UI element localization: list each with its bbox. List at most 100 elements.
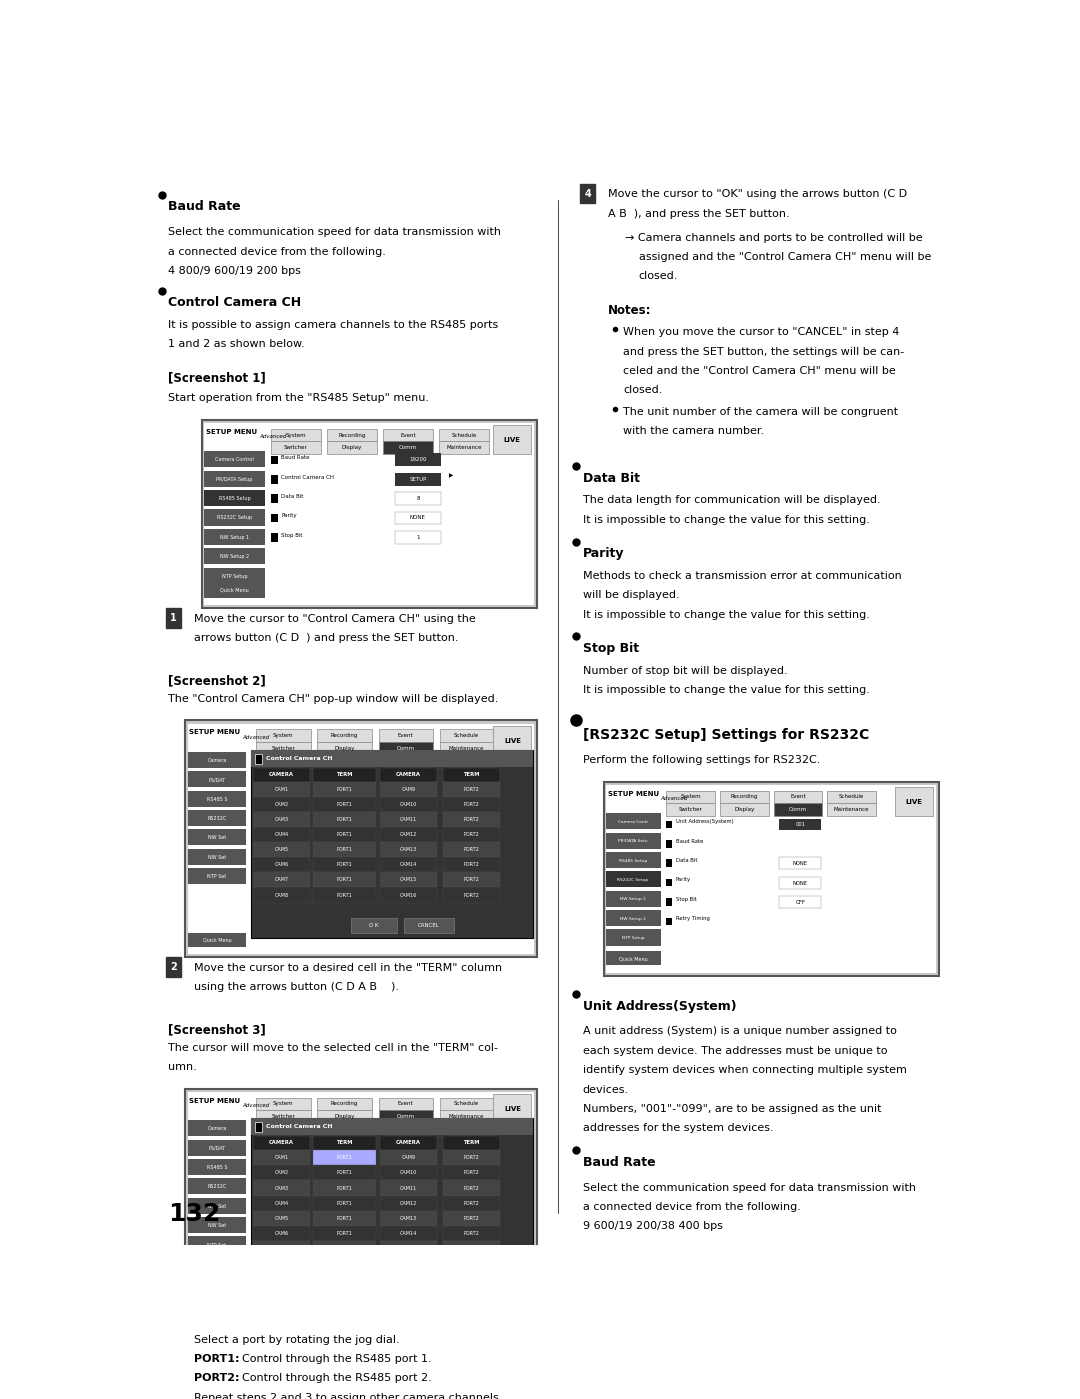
Text: NTP Setup: NTP Setup <box>622 936 645 940</box>
FancyBboxPatch shape <box>494 1094 531 1123</box>
Text: CAM12: CAM12 <box>400 832 417 837</box>
FancyBboxPatch shape <box>188 1237 246 1252</box>
FancyBboxPatch shape <box>780 858 822 869</box>
FancyBboxPatch shape <box>773 803 822 817</box>
Text: Baud Rate: Baud Rate <box>282 455 310 460</box>
Text: Select a port by rotating the jog dial.: Select a port by rotating the jog dial. <box>193 1335 400 1344</box>
FancyBboxPatch shape <box>404 918 454 933</box>
FancyBboxPatch shape <box>253 782 310 797</box>
Text: Schedule: Schedule <box>454 733 480 739</box>
FancyBboxPatch shape <box>255 1122 262 1132</box>
FancyBboxPatch shape <box>271 428 321 442</box>
FancyBboxPatch shape <box>443 858 500 873</box>
FancyBboxPatch shape <box>380 887 437 902</box>
FancyBboxPatch shape <box>440 1098 494 1111</box>
Text: a connected device from the following.: a connected device from the following. <box>168 246 387 256</box>
FancyBboxPatch shape <box>443 1241 500 1256</box>
FancyBboxPatch shape <box>313 1241 376 1256</box>
Text: umn.: umn. <box>168 1062 198 1072</box>
Text: closed.: closed. <box>623 386 662 396</box>
Text: CAM15: CAM15 <box>400 877 417 883</box>
Text: devices.: devices. <box>583 1084 629 1094</box>
Text: Comm: Comm <box>788 807 807 813</box>
FancyBboxPatch shape <box>380 1226 437 1241</box>
FancyBboxPatch shape <box>253 768 310 782</box>
FancyBboxPatch shape <box>313 768 376 782</box>
FancyBboxPatch shape <box>256 1111 311 1123</box>
Text: CAM1: CAM1 <box>274 1156 288 1160</box>
FancyBboxPatch shape <box>313 1256 376 1270</box>
FancyBboxPatch shape <box>440 741 494 755</box>
Text: Schedule: Schedule <box>454 1101 480 1107</box>
Text: CANCEL: CANCEL <box>418 1291 440 1295</box>
Text: LIVE: LIVE <box>504 737 521 744</box>
Text: Maintenance: Maintenance <box>448 1115 484 1119</box>
Text: PORT2: PORT2 <box>463 802 480 807</box>
Text: Event: Event <box>397 1101 414 1107</box>
Text: CAM10: CAM10 <box>400 1171 417 1175</box>
FancyBboxPatch shape <box>326 428 377 442</box>
FancyBboxPatch shape <box>780 877 822 888</box>
FancyBboxPatch shape <box>443 811 500 827</box>
Text: The cursor will move to the selected cell in the "TERM" col-: The cursor will move to the selected cel… <box>168 1042 499 1052</box>
FancyBboxPatch shape <box>440 1111 494 1123</box>
Text: 132: 132 <box>168 1202 220 1226</box>
FancyBboxPatch shape <box>318 741 372 755</box>
Text: [RS232C Setup] Settings for RS232C: [RS232C Setup] Settings for RS232C <box>583 727 869 741</box>
FancyBboxPatch shape <box>666 898 673 905</box>
Text: PORT1: PORT1 <box>337 1216 352 1221</box>
Text: TERM: TERM <box>336 1140 353 1146</box>
FancyBboxPatch shape <box>604 782 939 977</box>
FancyBboxPatch shape <box>380 1256 437 1270</box>
Text: Display: Display <box>734 807 755 813</box>
Text: System: System <box>273 1101 294 1107</box>
FancyBboxPatch shape <box>166 609 181 628</box>
Text: RS485 S: RS485 S <box>206 1165 227 1170</box>
Text: The data length for communication will be displayed.: The data length for communication will b… <box>583 495 880 505</box>
Text: Control Camera CH: Control Camera CH <box>282 474 335 480</box>
Text: Switcher: Switcher <box>271 746 295 751</box>
Text: PR/DATA Setu: PR/DATA Setu <box>618 839 648 844</box>
Text: Data Bit: Data Bit <box>282 494 303 499</box>
Text: It is impossible to change the value for this setting.: It is impossible to change the value for… <box>583 515 869 525</box>
Text: Schedule: Schedule <box>839 795 864 799</box>
FancyBboxPatch shape <box>188 1121 246 1136</box>
Text: 001: 001 <box>795 823 806 827</box>
FancyBboxPatch shape <box>318 1111 372 1123</box>
FancyBboxPatch shape <box>443 1136 500 1150</box>
FancyBboxPatch shape <box>380 782 437 797</box>
Text: Recording: Recording <box>330 1101 357 1107</box>
FancyBboxPatch shape <box>253 1241 310 1256</box>
FancyBboxPatch shape <box>204 509 265 526</box>
Text: The "Control Camera CH" pop-up window will be displayed.: The "Control Camera CH" pop-up window wi… <box>168 694 499 704</box>
FancyBboxPatch shape <box>188 1198 246 1214</box>
Text: Baud Rate: Baud Rate <box>168 200 241 213</box>
Text: PORT1: PORT1 <box>337 862 352 867</box>
FancyBboxPatch shape <box>380 1165 437 1181</box>
Text: identify system devices when connecting multiple system: identify system devices when connecting … <box>583 1065 907 1076</box>
FancyBboxPatch shape <box>256 729 311 741</box>
FancyBboxPatch shape <box>271 513 279 522</box>
FancyBboxPatch shape <box>204 548 265 564</box>
Text: NW Set: NW Set <box>208 855 226 860</box>
Text: Baud Rate: Baud Rate <box>583 1156 656 1168</box>
FancyBboxPatch shape <box>253 1196 310 1210</box>
FancyBboxPatch shape <box>380 1136 437 1150</box>
FancyBboxPatch shape <box>380 827 437 842</box>
Text: [Screenshot 3]: [Screenshot 3] <box>168 1023 267 1037</box>
FancyBboxPatch shape <box>380 1196 437 1210</box>
FancyBboxPatch shape <box>351 918 397 933</box>
FancyBboxPatch shape <box>443 768 500 782</box>
FancyBboxPatch shape <box>380 1150 437 1165</box>
Text: PORT1: PORT1 <box>337 1171 352 1175</box>
Text: PORT2:: PORT2: <box>193 1374 239 1384</box>
Text: Display: Display <box>334 746 354 751</box>
FancyBboxPatch shape <box>606 911 661 926</box>
FancyBboxPatch shape <box>253 858 310 873</box>
FancyBboxPatch shape <box>313 797 376 811</box>
Text: PORT2: PORT2 <box>463 832 480 837</box>
Text: CAM14: CAM14 <box>400 1231 417 1235</box>
Text: 19200: 19200 <box>409 457 427 462</box>
Text: CAM2: CAM2 <box>274 802 288 807</box>
Text: PORT1: PORT1 <box>337 1247 352 1251</box>
